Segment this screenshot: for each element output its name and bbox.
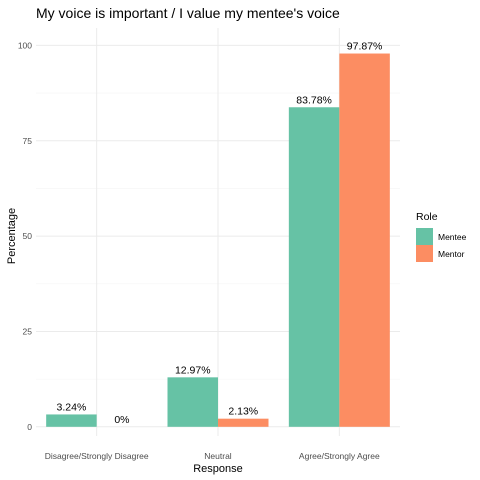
data-label: 97.87% xyxy=(347,41,383,53)
y-tick-label: 100 xyxy=(18,40,32,50)
x-tick-label: Neutral xyxy=(204,451,232,461)
x-tick-label: Disagree/Strongly Disagree xyxy=(45,451,149,461)
chart-title: My voice is important / I value my mente… xyxy=(36,5,340,21)
legend-swatch-mentor xyxy=(416,245,433,262)
data-labels: 3.24% 12.97% 83.78% 0% 2.13% 97.87% xyxy=(57,41,383,426)
x-axis-ticks: Disagree/Strongly Disagree Neutral Agree/S… xyxy=(45,451,380,461)
bar-mentee xyxy=(46,414,97,427)
y-tick-label: 75 xyxy=(23,136,33,146)
data-label: 12.97% xyxy=(175,364,211,376)
bar-mentee xyxy=(167,377,218,427)
legend-label-mentor: Mentor xyxy=(438,249,465,259)
data-label: 83.78% xyxy=(296,94,332,106)
bar-mentor xyxy=(218,418,269,427)
legend-title: Role xyxy=(416,211,438,223)
y-tick-label: 50 xyxy=(23,231,33,241)
data-label: 2.13% xyxy=(228,406,258,418)
legend: Role Mentee Mentor xyxy=(416,211,467,262)
y-axis-title: Percentage xyxy=(6,208,18,264)
y-tick-label: 25 xyxy=(23,326,33,336)
x-tick-label: Agree/Strongly Agree xyxy=(299,451,380,461)
legend-label-mentee: Mentee xyxy=(438,232,467,242)
data-label: 3.24% xyxy=(57,401,87,413)
bar-mentee xyxy=(288,107,340,427)
bars xyxy=(46,53,390,427)
bar-mentor xyxy=(339,53,390,427)
y-tick-label: 0 xyxy=(27,422,32,432)
y-axis-ticks: 0 25 50 75 100 xyxy=(18,40,32,431)
data-label: 0% xyxy=(114,414,129,426)
legend-swatch-mentee xyxy=(416,228,433,245)
x-axis-title: Response xyxy=(193,463,243,475)
